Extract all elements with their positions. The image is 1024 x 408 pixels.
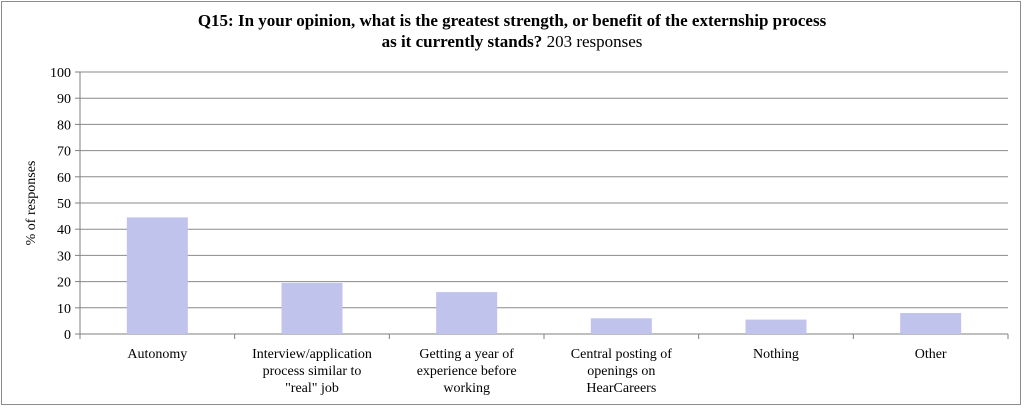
bar bbox=[281, 282, 343, 334]
y-tick-label: 70 bbox=[57, 145, 71, 160]
bar bbox=[590, 318, 652, 334]
x-category-label: Nothing bbox=[753, 347, 799, 362]
y-tick-label: 40 bbox=[57, 223, 71, 238]
bar bbox=[900, 313, 962, 334]
bar bbox=[745, 319, 807, 334]
x-category-labels: Autonomy Interview/application process sim… bbox=[127, 347, 947, 396]
x-category-label: Interview/application process similar to "… bbox=[252, 347, 372, 396]
y-tick-label: 60 bbox=[57, 171, 71, 186]
y-tick-label: 100 bbox=[50, 66, 71, 81]
bars bbox=[126, 217, 962, 334]
y-tick-label: 10 bbox=[57, 302, 71, 317]
title-line-2: as it currently stands? bbox=[381, 32, 543, 51]
x-category-label: Other bbox=[915, 347, 947, 362]
x-category-label: Getting a year of experience before workin… bbox=[417, 347, 517, 396]
gridlines bbox=[75, 71, 1009, 339]
title-line-1: Q15: In your opinion, what is the greate… bbox=[197, 11, 827, 30]
chart-title: Q15: In your opinion, what is the greate… bbox=[0, 10, 1024, 52]
y-axis-label: % of responses bbox=[24, 161, 39, 246]
x-category-label: Central posting of openings on HearCareers bbox=[571, 347, 672, 396]
y-tick-label: 20 bbox=[57, 276, 71, 291]
response-count: 203 responses bbox=[546, 32, 643, 51]
y-tick-label: 50 bbox=[57, 197, 71, 212]
y-tick-labels: 0 10 20 30 40 50 60 70 80 90 100 bbox=[50, 66, 71, 343]
y-tick-label: 90 bbox=[57, 92, 71, 107]
bar bbox=[436, 292, 498, 334]
y-tick-label: 0 bbox=[64, 328, 71, 343]
y-tick-label: 80 bbox=[57, 118, 71, 133]
x-category-label: Autonomy bbox=[127, 347, 187, 362]
bar bbox=[126, 217, 188, 334]
y-tick-label: 30 bbox=[57, 249, 71, 264]
